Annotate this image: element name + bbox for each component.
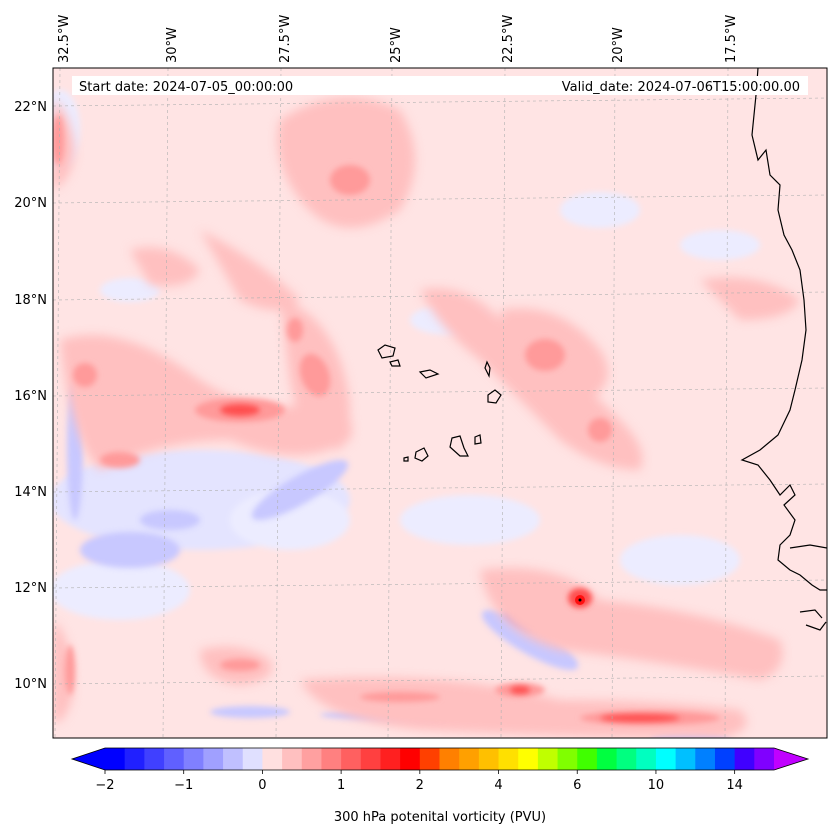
colorbar-tick-label: 6 <box>573 778 581 793</box>
colorbar-bin <box>754 748 775 770</box>
lon-label-5: 22.5°W <box>501 15 516 63</box>
lat-label-2: 20°N <box>14 196 47 211</box>
colorbar-bin <box>714 748 736 770</box>
colorbar-bin <box>636 748 657 770</box>
colorbar-bin <box>282 748 303 770</box>
coastlines <box>740 68 827 631</box>
map-frame <box>52 67 828 739</box>
coastal-inlet <box>789 544 827 549</box>
lat-label-1: 22°N <box>14 100 47 115</box>
colorbar-tick-label: 2 <box>416 778 424 793</box>
africa-coastline <box>740 68 827 591</box>
sal-island <box>484 360 491 379</box>
fogo-island <box>414 447 429 462</box>
colorbar-bin <box>262 748 283 770</box>
colorbar-bin <box>439 748 460 770</box>
valid-date-label: Valid_date: 2024-07-06T15:00:00.00 <box>562 80 800 95</box>
peak-marker <box>578 598 582 602</box>
colorbar-under-arrow <box>72 748 105 770</box>
colorbar-bin <box>301 748 323 770</box>
colorbar-bin <box>400 748 421 770</box>
info-box <box>72 76 808 95</box>
lon-label-6: 20°W <box>611 27 626 63</box>
lat-label-6: 12°N <box>14 581 47 596</box>
colorbar-bin <box>557 748 578 770</box>
cape-verde-islands <box>377 344 502 462</box>
colorbar-bin <box>144 748 165 770</box>
colorbar-bin <box>203 748 224 770</box>
latitude-labels: 22°N 20°N 18°N 16°N 14°N 12°N 10°N <box>14 100 47 692</box>
colorbar-bin <box>655 748 677 770</box>
colorbar-over-arrow <box>774 748 808 770</box>
colorbar-bin <box>616 748 637 770</box>
colorbar-bin <box>459 748 480 770</box>
longitude-labels: 32.5°W 30°W 27.5°W 25°W 22.5°W 20°W 17.5… <box>57 15 739 63</box>
lon-label-1: 32.5°W <box>57 15 72 63</box>
lon-label-2: 30°W <box>165 27 180 63</box>
negative-pv-areas <box>53 90 760 620</box>
colorbar-bin <box>341 748 362 770</box>
colorbar-bin <box>478 748 500 770</box>
colorbar-bin <box>223 748 244 770</box>
positive-pv-moderate <box>53 115 720 725</box>
colorbar-bin <box>695 748 716 770</box>
colorbar-bin <box>577 748 598 770</box>
colorbar-tick-label: 10 <box>648 778 665 793</box>
santo-antao-island <box>377 344 396 359</box>
brava-island <box>403 456 409 462</box>
colorbar-tick-label: −1 <box>174 778 193 793</box>
colorbar-tick-label: 0 <box>258 778 266 793</box>
colorbar-bin <box>380 748 401 770</box>
negative-pv-stronger <box>67 380 729 738</box>
colorbar-title: 300 hPa potenital vorticity (PVU) <box>334 810 546 825</box>
colorbar-bin <box>675 748 696 770</box>
lon-label-7: 17.5°W <box>724 15 739 63</box>
start-date-label: Start date: 2024-07-05_00:00:00 <box>79 80 293 95</box>
colorbar-bins <box>105 748 775 770</box>
colorbar-bin <box>498 748 519 770</box>
colorbar-tick-label: 4 <box>494 778 502 793</box>
colorbar-bin <box>183 748 204 770</box>
map-panel: Start date: 2024-07-05_00:00:00 Valid_da… <box>53 68 827 738</box>
lon-label-3: 27.5°W <box>278 15 293 63</box>
colorbar-bin <box>360 748 382 770</box>
santiago-island <box>449 435 469 457</box>
colorbar-tick-label: 14 <box>726 778 743 793</box>
colorbar-ticks: −2 −1 0 1 2 4 6 10 14 <box>95 770 743 793</box>
maio-island <box>474 434 482 445</box>
lat-label-3: 18°N <box>14 293 47 308</box>
colorbar-tick-label: −2 <box>95 778 114 793</box>
boa-vista-island <box>487 389 502 404</box>
colorbar-bin <box>321 748 342 770</box>
sao-nicolau-island <box>418 369 440 379</box>
colorbar-bin <box>419 748 441 770</box>
colorbar-bin <box>164 748 185 770</box>
lat-label-4: 16°N <box>14 389 47 404</box>
colorbar-bin <box>518 748 539 770</box>
colorbar-bin <box>242 748 264 770</box>
colorbar-bin <box>124 748 145 770</box>
colorbar-bin <box>596 748 618 770</box>
lat-label-5: 14°N <box>14 485 47 500</box>
colorbar-tick-label: 1 <box>337 778 345 793</box>
graticule <box>53 68 827 738</box>
colorbar-bin <box>537 748 559 770</box>
colorbar: −2 −1 0 1 2 4 6 10 14 300 hPa potenital vorticit… <box>70 747 810 825</box>
colorbar-bin <box>105 748 126 770</box>
lon-label-4: 25°W <box>389 27 404 63</box>
lat-label-7: 10°N <box>14 677 47 692</box>
colorbar-bin <box>734 748 755 770</box>
sao-vicente-island <box>389 359 401 367</box>
bissagos-islands <box>799 609 827 631</box>
